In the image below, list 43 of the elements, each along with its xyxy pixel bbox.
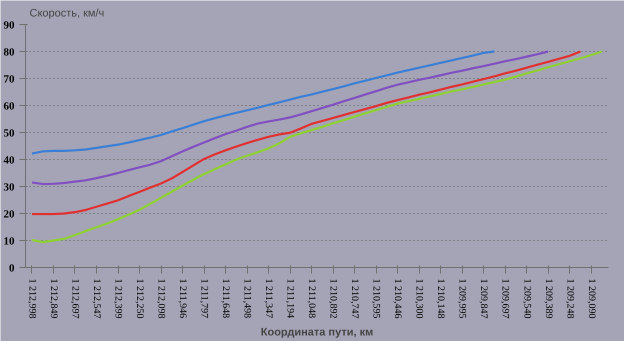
y-tick-label: 10 (4, 236, 15, 248)
x-tick-label: 1 211,498 (242, 278, 253, 318)
x-tick-label: 1 211,347 (263, 278, 274, 318)
x-axis-title: Координата пути, км (260, 326, 374, 338)
x-tick-label: 1 210,892 (328, 278, 339, 318)
x-tick-label: 1 211,797 (198, 278, 210, 318)
x-tick-label: 1 210,148 (435, 278, 446, 318)
x-tick-label: 1 210,747 (349, 278, 360, 318)
x-tick-label: 1 209,090 (586, 278, 597, 318)
x-tick-label: 1 209,697 (500, 278, 511, 318)
x-tick-label: 1 210,446 (392, 278, 404, 318)
y-tick-label: 70 (4, 74, 15, 86)
x-tick-label: 1 212,697 (69, 278, 80, 318)
x-tick-label: 1 212,399 (112, 278, 124, 318)
x-tick-label: 1 212,849 (48, 278, 59, 318)
x-tick-label: 1 212,098 (156, 278, 167, 318)
y-tick-label: 0 (9, 262, 15, 274)
line-series (30, 50, 604, 244)
x-tick-label: 1 210,595 (370, 278, 382, 318)
x-tick-label: 1 211,946 (177, 278, 188, 318)
x-tick-label: 1 211,194 (284, 278, 296, 318)
x-tick-label: 1 212,547 (90, 278, 102, 318)
x-tick-label: 1 209,847 (478, 278, 490, 318)
x-tick-label: 1 212,250 (134, 278, 146, 318)
y-tick-label: 60 (4, 100, 15, 112)
x-tick-label: 1 209,248 (564, 278, 576, 318)
y-tick-label: 50 (4, 128, 15, 140)
x-tick-label: 1 209,389 (542, 278, 554, 318)
x-tick-label: 1 210,300 (414, 278, 425, 318)
y-tick-label: 80 (4, 46, 15, 58)
line-series (30, 50, 582, 216)
line-series (30, 50, 550, 186)
y-tick-label: 40 (4, 154, 15, 166)
y-tick-label: 30 (4, 182, 15, 194)
x-tick-label: 1 209,540 (521, 278, 532, 318)
line-series (30, 50, 496, 155)
y-tick-label: 20 (4, 208, 15, 220)
x-tick-label: 1 209,995 (456, 278, 468, 318)
x-tick-label: 1 211,048 (306, 278, 318, 318)
x-tick-label: 1 212,998 (26, 278, 38, 318)
y-axis-title: Скорость, км/ч (30, 8, 104, 20)
y-tick-label: 90 (4, 20, 15, 32)
x-tick-label: 1 211,648 (220, 278, 232, 318)
